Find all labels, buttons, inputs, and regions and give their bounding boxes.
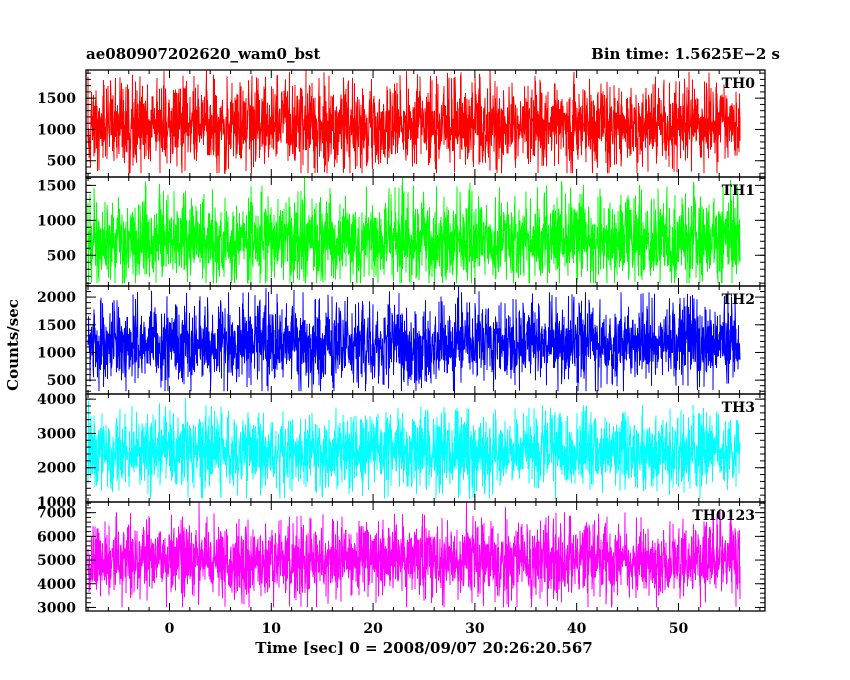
x-tick-label: 10 — [262, 621, 282, 637]
y-tick-label: 500 — [47, 248, 76, 264]
panel-name-label: TH0 — [722, 76, 756, 92]
y-tick-label: 3000 — [37, 426, 76, 442]
x-tick-label: 50 — [669, 621, 689, 637]
panel-name-label: TH3 — [722, 400, 755, 416]
y-tick-label: 1500 — [37, 178, 76, 194]
y-tick-label: 6000 — [37, 529, 76, 545]
x-tick-label: 20 — [363, 621, 383, 637]
y-tick-label: 2000 — [37, 461, 76, 477]
panel-name-label: TH1 — [722, 183, 755, 199]
y-tick-label: 7000 — [37, 506, 76, 522]
y-tick-label: 1500 — [37, 91, 76, 107]
panel-name-label: TH0123 — [692, 508, 755, 524]
y-tick-label: 4000 — [37, 577, 76, 593]
panel-th0: 500 1000 1500 TH0 — [37, 69, 766, 178]
panel-th3: 1000 2000 3000 4000 TH3 — [37, 392, 766, 511]
series-line-th1 — [87, 177, 741, 284]
y-tick-label: 1000 — [37, 345, 76, 361]
series-line-th2 — [87, 286, 741, 392]
y-tick-label: 3000 — [37, 600, 76, 616]
y-axis-title: Counts/sec — [4, 299, 22, 391]
y-tick-label: 2000 — [37, 290, 76, 306]
x-tick-label: 0 — [165, 621, 175, 637]
series-line-th0123 — [87, 502, 741, 608]
x-tick-label: 40 — [567, 621, 587, 637]
chart-title-right: Bin time: 1.5625E−2 s — [591, 45, 780, 63]
x-axis-title: Time [sec] 0 = 2008/09/07 20:26:20.567 — [255, 639, 592, 657]
y-tick-label: 1000 — [37, 213, 76, 229]
series-line-th3 — [87, 397, 741, 499]
y-tick-label: 500 — [47, 154, 76, 170]
panel-frame — [85, 501, 766, 612]
y-tick-label: 500 — [47, 373, 76, 389]
series-line-th0 — [87, 70, 741, 174]
y-tick-label: 4000 — [37, 392, 76, 408]
panel-name-label: TH2 — [722, 292, 755, 308]
panel-th0123: 3000 4000 5000 6000 7000 TH0123 — [37, 501, 766, 616]
x-tick-label: 30 — [465, 621, 485, 637]
y-tick-label: 5000 — [37, 553, 76, 569]
y-tick-label: 1000 — [37, 495, 76, 511]
panel-th2: 500 1000 1500 2000 TH2 — [37, 285, 766, 395]
y-tick-label: 1000 — [37, 122, 76, 138]
chart-title-left: ae080907202620_wam0_bst — [86, 45, 320, 63]
y-tick-label: 1500 — [37, 318, 76, 334]
panel-th1: 500 1000 1500 TH1 — [37, 176, 766, 287]
